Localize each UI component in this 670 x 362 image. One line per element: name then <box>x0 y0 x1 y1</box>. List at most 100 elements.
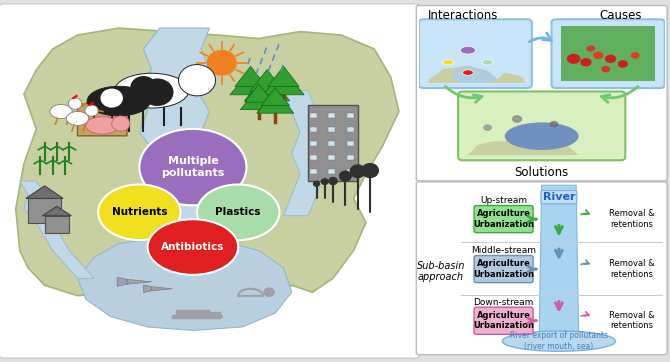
Circle shape <box>85 105 98 116</box>
Circle shape <box>587 46 594 51</box>
Text: Sub-basin
approach: Sub-basin approach <box>417 261 465 282</box>
FancyBboxPatch shape <box>310 169 317 174</box>
Polygon shape <box>429 66 525 83</box>
Polygon shape <box>257 90 294 113</box>
Circle shape <box>606 55 616 62</box>
Circle shape <box>178 64 216 96</box>
Ellipse shape <box>87 86 150 116</box>
Text: Up-stream: Up-stream <box>480 196 527 205</box>
Polygon shape <box>241 87 277 110</box>
FancyBboxPatch shape <box>328 155 336 160</box>
Polygon shape <box>143 285 151 292</box>
Text: Down-stream: Down-stream <box>474 298 534 307</box>
Circle shape <box>131 77 156 98</box>
Circle shape <box>264 288 274 296</box>
FancyArrowPatch shape <box>555 302 562 310</box>
FancyArrowPatch shape <box>555 225 562 233</box>
FancyArrowPatch shape <box>528 216 536 222</box>
FancyArrowPatch shape <box>529 33 551 42</box>
FancyBboxPatch shape <box>308 105 358 181</box>
Polygon shape <box>235 66 266 87</box>
Polygon shape <box>151 287 172 291</box>
Text: Middle-stream: Middle-stream <box>471 246 536 255</box>
FancyBboxPatch shape <box>310 141 317 146</box>
Polygon shape <box>42 206 71 216</box>
FancyArrowPatch shape <box>528 266 536 272</box>
Ellipse shape <box>139 129 247 205</box>
Text: Agriculture
Urbanization: Agriculture Urbanization <box>473 311 534 331</box>
FancyBboxPatch shape <box>328 113 336 118</box>
FancyBboxPatch shape <box>44 216 69 233</box>
Polygon shape <box>245 84 273 102</box>
Polygon shape <box>78 237 291 331</box>
FancyBboxPatch shape <box>474 307 533 334</box>
Circle shape <box>618 61 627 67</box>
Circle shape <box>484 125 491 130</box>
Polygon shape <box>250 70 284 92</box>
FancyBboxPatch shape <box>346 113 354 118</box>
FancyBboxPatch shape <box>310 127 317 132</box>
Text: Agriculture
Urbanization: Agriculture Urbanization <box>473 260 534 279</box>
Ellipse shape <box>505 122 579 150</box>
Text: Causes: Causes <box>599 9 642 22</box>
Polygon shape <box>263 70 304 95</box>
Ellipse shape <box>460 46 476 54</box>
Text: Removal &
retentions: Removal & retentions <box>608 260 655 279</box>
FancyBboxPatch shape <box>419 19 532 88</box>
FancyBboxPatch shape <box>346 141 354 146</box>
Text: Plastics: Plastics <box>216 207 261 217</box>
Text: Interactions: Interactions <box>428 9 498 22</box>
FancyBboxPatch shape <box>346 127 354 132</box>
FancyArrowPatch shape <box>555 249 562 257</box>
FancyArrowPatch shape <box>602 87 638 102</box>
Ellipse shape <box>443 59 454 65</box>
Circle shape <box>340 171 351 181</box>
FancyBboxPatch shape <box>346 155 354 160</box>
FancyBboxPatch shape <box>328 127 336 132</box>
Circle shape <box>550 122 557 127</box>
Text: Antibiotics: Antibiotics <box>161 242 224 252</box>
Circle shape <box>112 116 130 131</box>
FancyBboxPatch shape <box>551 19 665 88</box>
FancyBboxPatch shape <box>416 5 667 181</box>
FancyBboxPatch shape <box>474 256 533 283</box>
Circle shape <box>513 116 521 122</box>
Text: Nutrients: Nutrients <box>112 207 167 217</box>
Circle shape <box>567 55 580 63</box>
Polygon shape <box>468 141 579 155</box>
Ellipse shape <box>197 185 279 240</box>
Polygon shape <box>15 28 399 299</box>
Text: Multiple
pollutants: Multiple pollutants <box>161 156 224 178</box>
Ellipse shape <box>86 117 119 134</box>
FancyBboxPatch shape <box>346 169 354 174</box>
Circle shape <box>594 52 603 59</box>
FancyArrowPatch shape <box>581 210 589 214</box>
Ellipse shape <box>502 331 616 351</box>
Text: Removal &
retentions: Removal & retentions <box>608 209 655 229</box>
FancyBboxPatch shape <box>458 92 625 160</box>
Text: Solutions: Solutions <box>515 166 569 179</box>
Text: Agriculture
Urbanization: Agriculture Urbanization <box>473 209 534 229</box>
Ellipse shape <box>115 73 189 108</box>
Ellipse shape <box>66 111 88 126</box>
Circle shape <box>101 89 122 107</box>
Circle shape <box>602 67 609 72</box>
FancyBboxPatch shape <box>474 206 533 233</box>
Circle shape <box>68 98 82 109</box>
Text: Removal &
retentions: Removal & retentions <box>608 311 655 331</box>
Circle shape <box>631 53 639 58</box>
FancyBboxPatch shape <box>310 155 317 160</box>
Polygon shape <box>78 94 127 136</box>
Circle shape <box>322 179 328 185</box>
FancyBboxPatch shape <box>328 169 336 174</box>
Text: River: River <box>543 192 575 202</box>
FancyBboxPatch shape <box>561 26 655 81</box>
Polygon shape <box>261 88 289 106</box>
Circle shape <box>350 165 365 177</box>
Circle shape <box>314 181 320 186</box>
Circle shape <box>362 164 379 177</box>
FancyArrowPatch shape <box>581 260 589 265</box>
Polygon shape <box>283 90 325 216</box>
Ellipse shape <box>98 185 180 240</box>
Polygon shape <box>268 66 299 87</box>
